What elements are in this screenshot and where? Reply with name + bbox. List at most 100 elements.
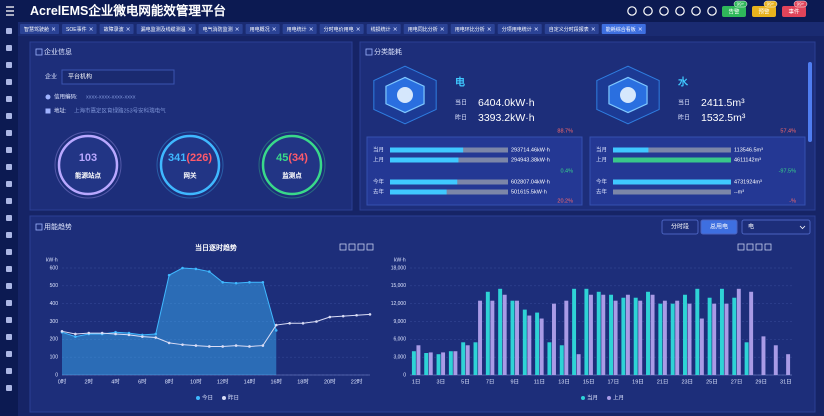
point (355, 313, 358, 317)
bar (498, 288, 503, 375)
tab-close[interactable] (393, 27, 397, 31)
bar (547, 342, 552, 375)
nav-icon[interactable] (6, 164, 12, 170)
alert-label: 事件 (788, 7, 800, 15)
bar (441, 352, 446, 375)
y-axis-label: kW·h (394, 257, 406, 263)
toolbar-icon[interactable] (691, 6, 701, 16)
chart-tool[interactable] (366, 243, 374, 251)
tab[interactable] (497, 24, 542, 34)
chart-tool[interactable] (764, 243, 772, 251)
nav-icon[interactable] (6, 45, 12, 51)
tab-close[interactable] (356, 27, 360, 31)
x-tick-label: 4时 (111, 377, 120, 385)
point (60, 330, 64, 333)
chart-tool[interactable] (737, 243, 745, 251)
legend-swatch[interactable] (222, 396, 226, 400)
nav-icon[interactable] (6, 79, 12, 85)
nav-icon[interactable] (6, 113, 12, 119)
tab-close[interactable] (487, 27, 491, 31)
company-select[interactable] (61, 69, 175, 85)
chart-tool[interactable] (755, 243, 763, 251)
row-label: 今年 (596, 177, 608, 185)
alert-badge[interactable] (782, 6, 806, 17)
tab-close[interactable] (440, 27, 444, 31)
nav-icon[interactable] (6, 215, 12, 221)
nav-icon[interactable] (6, 147, 12, 153)
stat-label: 能源站点 (75, 171, 102, 180)
tab-close[interactable] (272, 27, 276, 31)
nav-icon[interactable] (6, 334, 12, 340)
nav-icon[interactable] (6, 62, 12, 68)
legend-swatch[interactable] (196, 396, 200, 400)
alert-badge[interactable] (722, 6, 746, 17)
chart-tool[interactable] (746, 243, 754, 251)
scrollbar[interactable] (808, 62, 812, 142)
toolbar-icon[interactable] (707, 6, 717, 16)
tab-close[interactable] (591, 27, 595, 31)
nav-icon[interactable] (6, 198, 12, 204)
tab[interactable] (62, 24, 97, 34)
tab[interactable] (450, 24, 495, 34)
nav-icon[interactable] (6, 181, 12, 187)
tab-close[interactable] (235, 27, 239, 31)
energy-select[interactable] (741, 219, 811, 235)
tab-close[interactable] (188, 27, 192, 31)
nav-icon[interactable] (6, 249, 12, 255)
nav-icon[interactable] (6, 385, 12, 391)
tab[interactable] (136, 24, 196, 34)
bar (539, 318, 544, 375)
tab[interactable] (403, 24, 448, 34)
nav-icon[interactable] (6, 28, 12, 34)
nav-icon[interactable] (6, 368, 12, 374)
nav-icon[interactable] (6, 130, 12, 136)
toolbar-icon[interactable] (675, 6, 685, 16)
legend-swatch[interactable] (607, 396, 611, 400)
row-label: 去年 (596, 187, 608, 195)
toolbar-icon[interactable] (627, 6, 637, 16)
nav-icon[interactable] (6, 232, 12, 238)
bar (601, 294, 606, 375)
toggle-button[interactable] (700, 219, 738, 235)
nav-icon[interactable] (6, 283, 12, 289)
tab-close[interactable] (638, 27, 642, 31)
legend-swatch[interactable] (581, 396, 585, 400)
tab[interactable] (20, 24, 60, 34)
nav-icon[interactable] (6, 300, 12, 306)
tab-close[interactable] (126, 27, 130, 31)
bar (670, 303, 675, 375)
tab-close[interactable] (51, 27, 56, 31)
nav-icon[interactable] (6, 351, 12, 357)
point (154, 332, 158, 336)
alert-badge[interactable] (752, 6, 776, 17)
tab[interactable] (366, 24, 401, 34)
point (181, 343, 184, 346)
tab-close[interactable] (309, 27, 313, 31)
tab[interactable] (601, 24, 646, 34)
chart-tool[interactable] (339, 243, 347, 251)
tab[interactable] (282, 24, 317, 34)
tab-close[interactable] (534, 27, 538, 31)
toggle-button[interactable] (661, 219, 699, 235)
month-change: 0.4% (560, 168, 573, 174)
chart-tool[interactable] (348, 243, 356, 251)
year-change: -% (789, 198, 796, 204)
toolbar-icon[interactable] (659, 6, 669, 16)
nav-icon[interactable] (6, 317, 12, 323)
tab-close[interactable] (89, 27, 93, 31)
tab[interactable] (319, 24, 364, 34)
tab[interactable] (245, 24, 280, 34)
toolbar-icon[interactable] (643, 6, 653, 16)
point (74, 335, 77, 338)
menu-icon[interactable] (6, 6, 14, 16)
chart-tool[interactable] (357, 243, 365, 251)
nav-icon[interactable] (6, 96, 12, 102)
tab[interactable] (198, 24, 243, 34)
info-icon (45, 108, 51, 114)
tab[interactable] (99, 24, 134, 34)
tab[interactable] (544, 24, 599, 34)
nav-icon[interactable] (6, 266, 12, 272)
point (181, 266, 184, 270)
y-tick-label: 300 (50, 319, 59, 325)
row-value: 4731924m³ (734, 179, 762, 185)
